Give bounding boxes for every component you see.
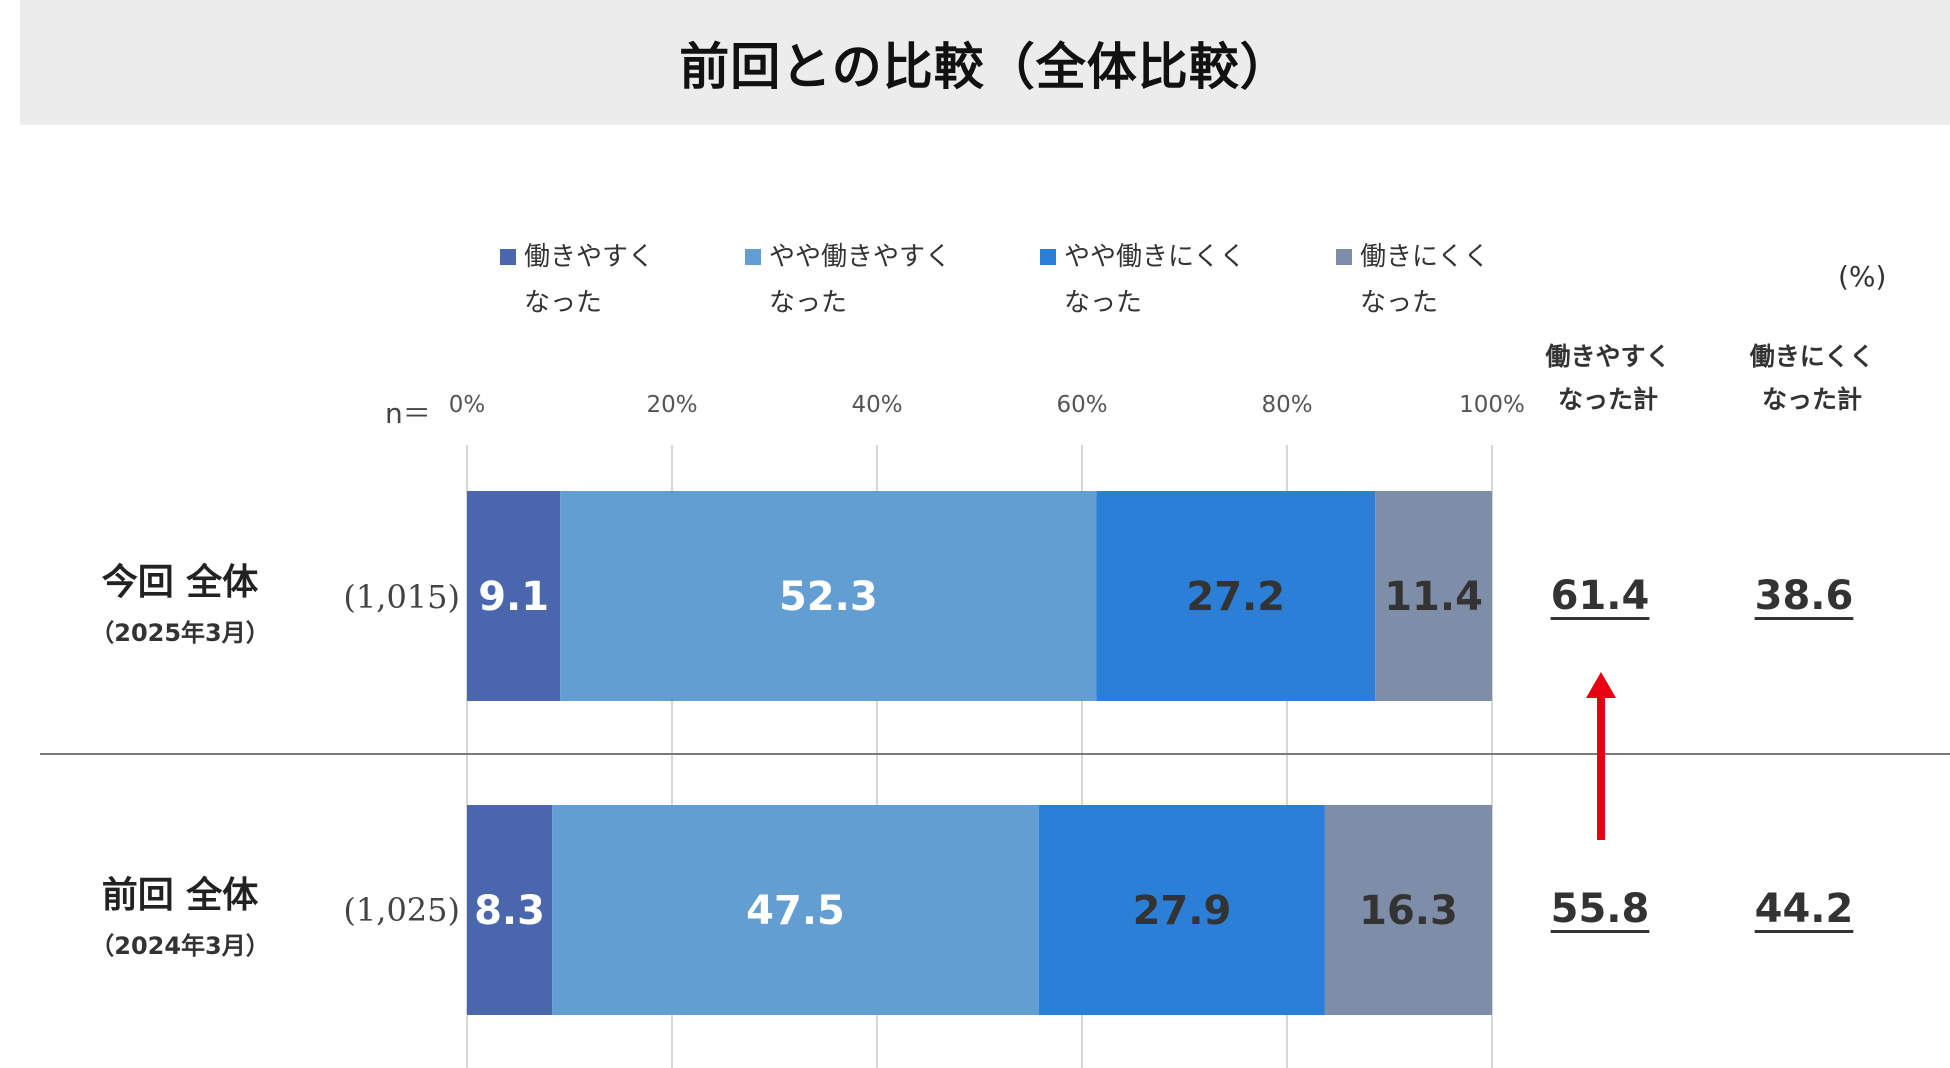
bar-data-label: 27.9 <box>1133 888 1232 934</box>
n-label: n＝ <box>385 397 431 430</box>
increase-arrow-icon <box>1586 672 1616 840</box>
bar-segment <box>1096 491 1376 701</box>
legend-swatch-3 <box>1040 249 1056 265</box>
legend-label-2: やや働きやすく なった <box>769 242 952 318</box>
legend-item-3: やや働きにくく なった <box>1040 234 1245 326</box>
n-value-previous: (1,025) <box>343 891 460 929</box>
row-divider <box>40 753 1950 755</box>
x-tick-label: 100% <box>1459 392 1525 418</box>
legend-item-4: 働きにくく なった <box>1336 234 1489 326</box>
summary-header-easier: 働きやすく なった計 <box>1545 342 1671 414</box>
bar-segment <box>1038 805 1325 1015</box>
bar-data-label: 16.3 <box>1359 888 1458 934</box>
bar-data-label: 52.3 <box>779 574 878 620</box>
page-title: 前回との比較（全体比較） <box>679 37 1291 96</box>
bar-segment <box>1324 805 1492 1015</box>
bar-segment <box>552 805 1039 1015</box>
x-tick-label: 20% <box>646 392 697 418</box>
unit-label: (%) <box>1838 260 1887 293</box>
bar-segment <box>467 805 553 1015</box>
x-tick-label: 0% <box>449 392 486 418</box>
category-label-previous: 前回 全体 <box>101 875 259 916</box>
bar-data-label: 47.5 <box>746 888 845 934</box>
bar-data-label: 8.3 <box>474 888 545 934</box>
category-label-current: 今回 全体 <box>101 562 259 603</box>
x-tick-label: 40% <box>851 392 902 418</box>
legend-label-3: やや働きにくく なった <box>1064 242 1246 318</box>
legend-swatch-1 <box>500 249 516 265</box>
bar-segment <box>467 491 561 701</box>
bar-data-label: 27.2 <box>1186 574 1285 620</box>
legend-swatch-4 <box>1336 249 1352 265</box>
legend-swatch-2 <box>745 249 761 265</box>
legend-label-1: 働きやすく なった <box>524 242 655 318</box>
x-tick-label: 80% <box>1261 392 1312 418</box>
legend-item-2: やや働きやすく なった <box>745 234 951 326</box>
total-harder-previous: 44.2 <box>1754 886 1854 932</box>
total-easier-current: 61.4 <box>1550 573 1650 619</box>
bar-data-label: 11.4 <box>1384 574 1483 620</box>
bar-segment <box>1375 491 1492 701</box>
category-sub-previous: （2024年3月） <box>90 932 270 960</box>
total-easier-previous: 55.8 <box>1550 886 1650 932</box>
category-sub-current: （2025年3月） <box>90 619 270 647</box>
bar-segment <box>560 491 1097 701</box>
total-harder-current: 38.6 <box>1754 573 1854 619</box>
summary-header-harder: 働きにくく なった計 <box>1749 342 1875 414</box>
title-bar: 前回との比較（全体比較） <box>20 0 1950 125</box>
x-tick-label: 60% <box>1056 392 1107 418</box>
bar-data-label: 9.1 <box>478 574 549 620</box>
legend-item-1: 働きやすく なった <box>500 234 654 326</box>
n-value-current: (1,015) <box>343 578 460 616</box>
legend-label-4: 働きにくく なった <box>1360 242 1490 318</box>
